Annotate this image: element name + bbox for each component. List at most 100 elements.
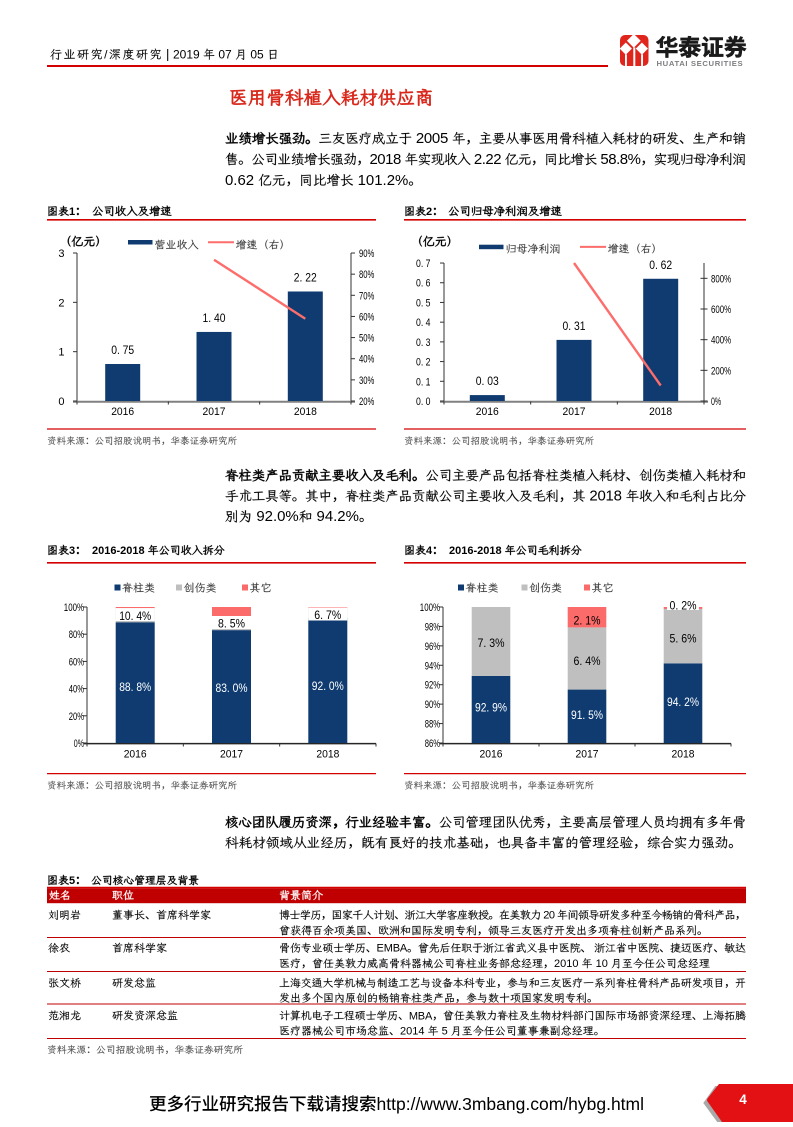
svg-text:0%: 0%	[711, 396, 721, 408]
svg-text:2018: 2018	[649, 406, 672, 418]
svg-text:2: 2	[58, 297, 64, 309]
svg-text:94%: 94%	[425, 660, 440, 672]
svg-text:2016-2018: 2016-2018	[92, 545, 145, 557]
svg-text:60%: 60%	[69, 656, 84, 668]
svg-text:2.22: 2.22	[474, 151, 501, 168]
svg-text:3: 3	[58, 248, 64, 260]
svg-text:96%: 96%	[425, 641, 440, 653]
svg-text:0. 7: 0. 7	[416, 258, 431, 270]
svg-text:0. 1: 0. 1	[416, 376, 431, 388]
svg-text:07: 07	[218, 48, 232, 62]
svg-text:6. 7%: 6. 7%	[314, 610, 341, 622]
svg-text:EMBA: EMBA	[377, 943, 408, 955]
svg-text:10. 4%: 10. 4%	[119, 611, 151, 623]
svg-text:30%: 30%	[359, 375, 375, 387]
svg-text:83. 0%: 83. 0%	[216, 683, 248, 695]
svg-text:94.2%: 94.2%	[317, 508, 359, 525]
svg-text:0. 2%: 0. 2%	[670, 600, 697, 612]
svg-text:2019: 2019	[173, 48, 200, 62]
svg-text:2016: 2016	[111, 406, 134, 418]
svg-text:20%: 20%	[69, 711, 84, 723]
svg-text:0. 03: 0. 03	[476, 376, 499, 388]
svg-text:800%: 800%	[711, 273, 731, 285]
svg-text:6. 4%: 6. 4%	[574, 656, 601, 668]
svg-text:20: 20	[543, 910, 555, 922]
svg-text:8. 5%: 8. 5%	[218, 619, 245, 631]
svg-text:50%: 50%	[359, 333, 375, 345]
svg-text:40%: 40%	[69, 684, 84, 696]
svg-text:0: 0	[58, 396, 64, 408]
svg-text:MBA: MBA	[409, 1010, 433, 1022]
svg-text:100%: 100%	[420, 602, 440, 614]
svg-text:2017: 2017	[220, 749, 243, 761]
svg-text:7. 3%: 7. 3%	[478, 638, 505, 650]
svg-text:2018: 2018	[294, 406, 317, 418]
svg-text:/: /	[104, 48, 109, 62]
svg-text:http://www.3mbang.com/hybg.htm: http://www.3mbang.com/hybg.html	[377, 1094, 644, 1114]
svg-text:0. 62: 0. 62	[649, 260, 672, 272]
svg-text:0. 75: 0. 75	[111, 345, 134, 357]
svg-text:5: 5	[442, 1026, 448, 1038]
svg-text:80%: 80%	[69, 629, 84, 641]
svg-text:5: 5	[69, 875, 75, 887]
svg-text:0. 3: 0. 3	[416, 337, 431, 349]
svg-text:600%: 600%	[711, 304, 731, 316]
svg-text:86%: 86%	[425, 738, 440, 750]
svg-text:1: 1	[69, 206, 75, 218]
svg-text:|: |	[166, 47, 169, 62]
svg-text:4: 4	[739, 1092, 747, 1107]
svg-text:2017: 2017	[203, 406, 226, 418]
svg-text:70%: 70%	[359, 290, 375, 302]
svg-text:2018: 2018	[316, 749, 339, 761]
svg-text:200%: 200%	[711, 365, 731, 377]
svg-text:4: 4	[426, 545, 433, 557]
svg-text:2. 22: 2. 22	[294, 272, 317, 284]
svg-text:0. 5: 0. 5	[416, 297, 431, 309]
svg-text:2016: 2016	[476, 406, 499, 418]
svg-text:91. 5%: 91. 5%	[571, 710, 603, 722]
svg-text:100%: 100%	[64, 602, 84, 614]
svg-text:2016: 2016	[124, 749, 147, 761]
svg-text:0. 6: 0. 6	[416, 278, 431, 290]
svg-text:92. 9%: 92. 9%	[475, 703, 507, 715]
svg-text:1: 1	[58, 347, 64, 359]
svg-text:2017: 2017	[562, 406, 585, 418]
svg-text:0. 2: 0. 2	[416, 357, 431, 369]
svg-text:0.62: 0.62	[225, 172, 254, 189]
svg-text:88%: 88%	[425, 719, 440, 731]
svg-text:60%: 60%	[359, 311, 375, 323]
svg-text:HUATAI SECURITIES: HUATAI SECURITIES	[657, 59, 744, 68]
svg-text:2018: 2018	[589, 488, 621, 505]
svg-text:3: 3	[69, 545, 75, 557]
svg-text:90%: 90%	[359, 248, 375, 260]
svg-text:92. 0%: 92. 0%	[312, 681, 344, 693]
svg-text:400%: 400%	[711, 335, 731, 347]
svg-text:0%: 0%	[74, 738, 84, 750]
svg-text:2014: 2014	[400, 1026, 424, 1038]
svg-text:10: 10	[596, 958, 608, 970]
svg-text:40%: 40%	[359, 354, 375, 366]
svg-text:2010: 2010	[554, 958, 578, 970]
svg-text:05: 05	[250, 48, 264, 62]
svg-text:90%: 90%	[425, 699, 440, 711]
svg-text:98%: 98%	[425, 621, 440, 633]
svg-text:2005: 2005	[416, 130, 448, 147]
svg-text:80%: 80%	[359, 269, 375, 281]
svg-text:101.2%: 101.2%	[358, 172, 409, 189]
svg-text:2018: 2018	[672, 749, 695, 761]
svg-text:20%: 20%	[359, 396, 375, 408]
svg-text:2016-2018: 2016-2018	[449, 545, 502, 557]
svg-text:2. 1%: 2. 1%	[574, 616, 601, 628]
svg-text:58.8%: 58.8%	[600, 151, 640, 168]
svg-text:2017: 2017	[576, 749, 599, 761]
svg-text:92.0%: 92.0%	[256, 508, 298, 525]
svg-text:92%: 92%	[425, 680, 440, 692]
svg-text:2018: 2018	[369, 151, 401, 168]
svg-text:2: 2	[426, 206, 432, 218]
svg-text:0. 0: 0. 0	[416, 396, 431, 408]
svg-text:94. 2%: 94. 2%	[667, 697, 699, 709]
svg-text:0. 4: 0. 4	[416, 317, 431, 329]
svg-text:88. 8%: 88. 8%	[119, 682, 151, 694]
svg-text:0. 31: 0. 31	[563, 321, 586, 333]
svg-text:2016: 2016	[480, 749, 503, 761]
